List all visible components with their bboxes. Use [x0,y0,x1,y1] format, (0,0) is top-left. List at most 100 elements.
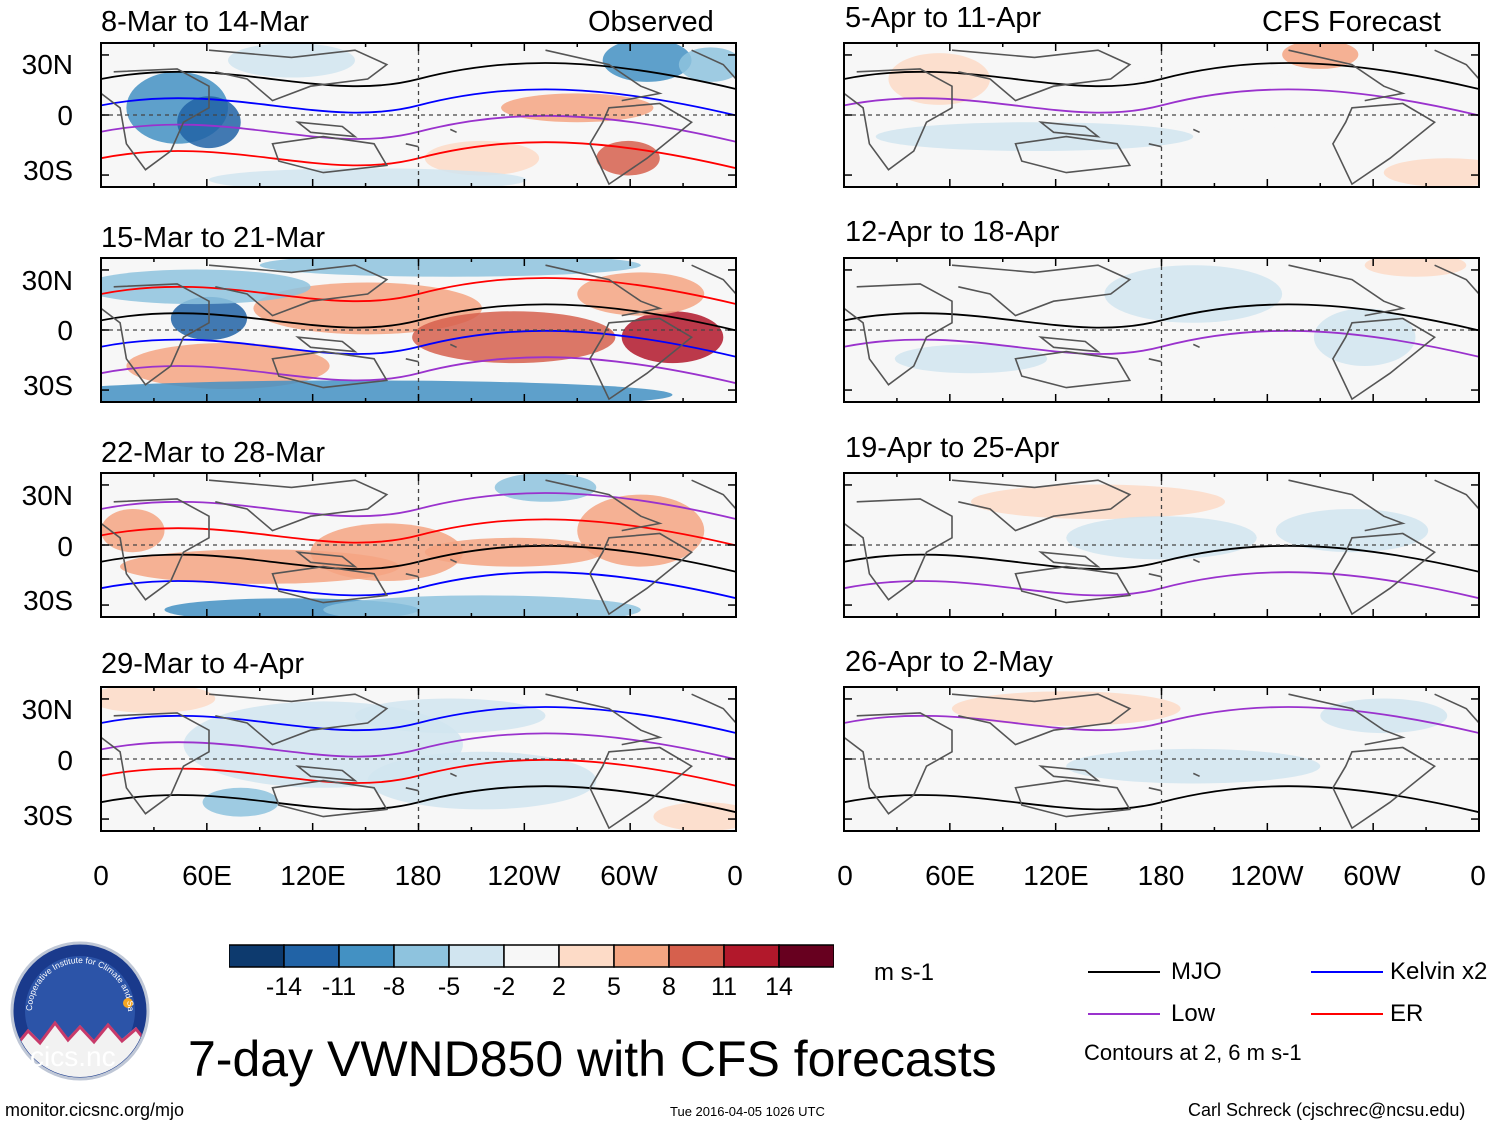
coastline [271,350,389,389]
map-panel [843,42,1480,188]
coastline [1288,693,1406,746]
map-panel [843,472,1480,618]
coastline [101,283,210,386]
coastline [1014,565,1132,604]
wind-anomaly-patch [101,380,673,402]
colorbar-swatch [668,944,725,968]
colorbar-swatch [778,944,834,968]
colorbar-tick: 8 [662,973,676,1001]
footer-author[interactable]: Carl Schreck (cjschrec@ncsu.edu) [1188,1100,1466,1120]
coastline [1434,479,1479,510]
lon-label-120e: 120E [1023,860,1089,891]
colorbar-swatch [283,944,340,968]
coastline [295,765,358,782]
lat-label-30n: 30N [21,480,73,511]
wind-anomaly-patch [577,272,705,316]
coastline [1038,336,1101,353]
lon-label-0-end: 0 [1470,860,1486,891]
coastline [101,498,210,601]
coastline [101,712,210,815]
cicsnc-logo[interactable]: Cooperative Institute for Climate and Sa… [8,933,150,1081]
wind-anomaly-patch [1320,698,1448,734]
lat-label-eq: 0 [57,745,73,776]
wind-anomaly-patch [367,751,597,810]
panel-title-fc-4: 26-Apr to 2-May [845,646,1053,678]
wind-anomaly-patch [1383,158,1479,187]
lon-label-60w: 60W [600,860,658,891]
coastline [545,264,663,317]
lon-label-120w: 120W [1230,860,1304,891]
coastline [101,68,210,171]
colorbar-tick: 11 [711,973,737,1001]
coastline [1148,558,1200,578]
legend-line-low [1088,1013,1160,1015]
wind-anomaly-patch [253,282,482,335]
coastline [1148,343,1200,363]
contour-note: Contours at 2, 6 m s-1 [1084,1040,1302,1065]
map-panel [100,42,737,188]
panel-title-obs-1: 8-Mar to 14-Mar [101,6,309,38]
colorbar-swatch [229,944,285,968]
contour-line [101,732,736,761]
map-panels [100,42,1480,832]
coastline [405,128,457,148]
coastline [844,498,953,601]
coastline [545,49,663,102]
lon-label-0-end: 0 [727,860,743,891]
coastline [208,693,389,746]
contour-line [101,88,736,117]
lat-label-30n: 30N [21,265,73,296]
colorbar-tick: -11 [321,973,357,1001]
colorbar-swatch [558,944,615,968]
lon-label-0: 0 [93,860,109,891]
lon-label-60e: 60E [925,860,975,891]
wind-anomaly-patch [424,537,603,567]
wind-anomaly-patch [971,484,1225,520]
coastline [1434,264,1479,295]
wind-anomaly-patch [577,494,705,567]
coastline [545,693,663,746]
wind-anomaly-patch [621,311,724,364]
coastline [1038,765,1101,782]
wind-anomaly-patch [323,595,641,617]
coastline [588,746,694,830]
lat-label-30s: 30S [23,800,73,831]
wind-anomaly-patch [177,96,241,149]
coastline [844,712,953,815]
contour-line [101,518,736,547]
observed-label: Observed [588,6,714,38]
wind-anomaly-patch [1098,71,1352,130]
wind-anomaly-patch [494,473,597,502]
wind-anomaly-patch [126,342,330,390]
colorbar [229,944,834,968]
colorbar-swatch [613,944,670,968]
wind-anomaly-patch [678,47,736,82]
wind-anomaly-patch [259,258,641,277]
wind-anomaly-patch [202,787,279,817]
panel-title-obs-4: 29-Mar to 4-Apr [101,648,305,680]
coastline [1014,779,1132,818]
coastline [295,551,358,568]
colorbar-tick: -14 [265,973,303,1001]
coastline [271,779,389,818]
legend-label-mjo: MJO [1171,958,1222,985]
coastline [691,479,736,510]
legend-line-kelvin [1311,971,1383,973]
wind-anomaly-patch [653,802,736,831]
lat-label-30n: 30N [21,49,73,80]
lat-label-30s: 30S [23,585,73,616]
wind-anomaly-patch [1313,308,1416,366]
wind-anomaly-patch [501,93,654,123]
coastline [844,283,953,386]
map-panel [843,257,1480,403]
panel-title-fc-3: 19-Apr to 25-Apr [845,432,1060,464]
lat-label-eq: 0 [57,315,73,346]
lon-label-60w: 60W [1343,860,1401,891]
coastline [691,693,736,724]
coastline [405,772,457,792]
lat-label-30s: 30S [23,155,73,186]
coastline [1038,121,1101,138]
footer-url[interactable]: monitor.cicsnc.org/mjo [5,1100,185,1120]
panel-title-obs-2: 15-Mar to 21-Mar [101,222,326,254]
coastline [208,49,389,102]
